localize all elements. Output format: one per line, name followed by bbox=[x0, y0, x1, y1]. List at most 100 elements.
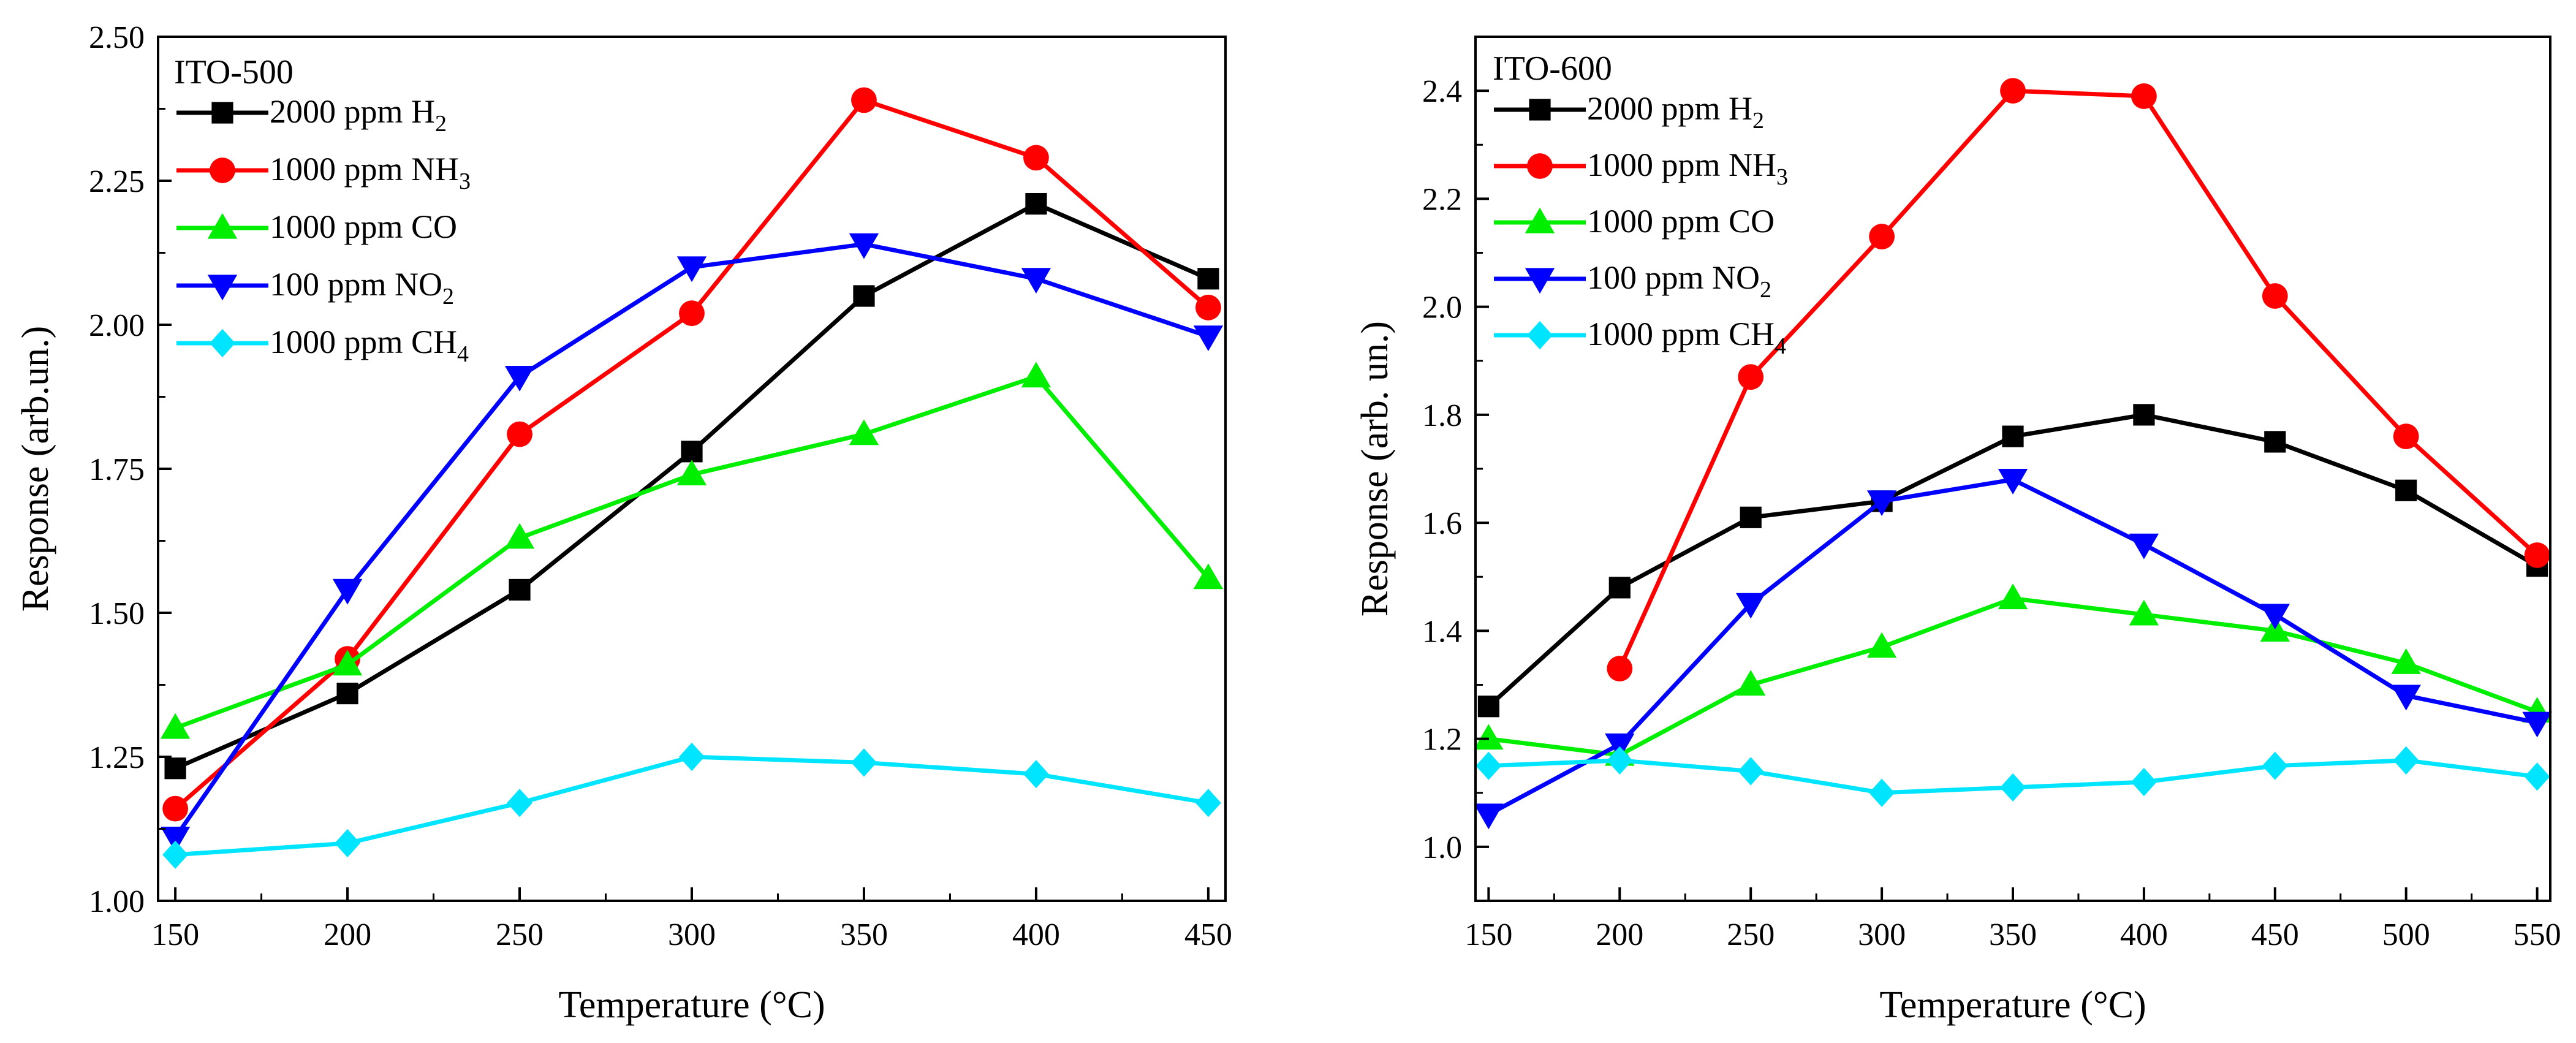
data-point-1000-ppm-ch4-450 bbox=[1195, 789, 1221, 817]
data-point-1000-ppm-nh3-350 bbox=[851, 87, 877, 113]
data-point-100-ppm-no2-500 bbox=[2391, 685, 2421, 711]
data-point-1000-ppm-nh3-550 bbox=[2524, 542, 2550, 568]
data-point-100-ppm-no2-400 bbox=[2129, 533, 2159, 559]
y-tick-label-5: 2.25 bbox=[89, 164, 145, 199]
series-line-2000-ppm-h2 bbox=[1487, 412, 2539, 708]
legend-label-1000-ppm-nh3: 1000 ppm NH3 bbox=[270, 151, 471, 194]
y-tick-label-1: 1.25 bbox=[89, 740, 145, 775]
data-point-1000-ppm-ch4-550 bbox=[2524, 762, 2550, 791]
data-point-2000-ppm-h2-400 bbox=[2133, 404, 2155, 426]
y-axis: 1.00 1.25 1.50 1.75 2.00 2.25 2.50 bbox=[89, 20, 172, 919]
data-point-100-ppm-no2-250 bbox=[504, 366, 535, 392]
series-line-1000-ppm-nh3 bbox=[1618, 88, 2539, 670]
data-point-1000-ppm-ch4-450 bbox=[2262, 751, 2288, 780]
data-point-1000-ppm-nh3-400 bbox=[1023, 145, 1049, 171]
data-point-1000-ppm-ch4-350 bbox=[2000, 773, 2026, 802]
data-point-1000-ppm-co-250 bbox=[1735, 670, 1766, 696]
x-axis: 150 200 250 300 350 400 450 bbox=[151, 887, 1232, 952]
chart-ito-600: 150 200 250 300 350 400 450 500 5501.01.21.41.61… bbox=[1354, 36, 2561, 1026]
data-point-1000-ppm-nh3-350 bbox=[2000, 78, 2026, 104]
data-point-1000-ppm-ch4-150 bbox=[1476, 751, 1502, 780]
legend-label-2000-ppm-h2: 2000 ppm H2 bbox=[270, 93, 447, 137]
x-tick-label-200: 200 bbox=[324, 917, 371, 952]
y-axis-title: Response (arb.un.) bbox=[15, 326, 56, 612]
data-point-2000-ppm-h2-350 bbox=[853, 285, 875, 307]
legend-label-1000-ppm-ch4: 1000 ppm CH4 bbox=[270, 324, 469, 367]
data-point-1000-ppm-co-150 bbox=[160, 713, 191, 739]
legend: 2000 ppm H2 1000 ppm NH3 1000 ppm CO 100 pp… bbox=[176, 93, 471, 367]
series-line-1000-ppm-co bbox=[1488, 596, 2538, 757]
series-group bbox=[1474, 78, 2552, 830]
y-tick-label-0: 1.00 bbox=[89, 884, 145, 919]
data-point-1000-ppm-co-200 bbox=[332, 650, 363, 676]
legend-subscript: 3 bbox=[1776, 164, 1788, 190]
data-point-2000-ppm-h2-250 bbox=[1740, 506, 1762, 528]
x-tick-label-150: 150 bbox=[1464, 917, 1512, 952]
data-point-1000-ppm-co-500 bbox=[2391, 648, 2421, 674]
legend-label-1000-ppm-co: 1000 ppm CO bbox=[270, 208, 457, 245]
data-point-100-ppm-no2-150 bbox=[160, 827, 191, 852]
x-tick-label-200: 200 bbox=[1596, 917, 1643, 952]
data-point-1000-ppm-nh3-450 bbox=[1195, 294, 1221, 320]
data-point-1000-ppm-co-400 bbox=[2129, 599, 2159, 626]
data-point-2000-ppm-h2-200 bbox=[336, 683, 358, 705]
x-tick-label-250: 250 bbox=[1727, 917, 1775, 952]
data-point-1000-ppm-co-300 bbox=[1866, 632, 1897, 658]
legend-subscript: 3 bbox=[459, 169, 471, 194]
data-point-1000-ppm-ch4-400 bbox=[1023, 760, 1049, 789]
series-group bbox=[160, 87, 1224, 869]
data-point-1000-ppm-nh3-200 bbox=[1607, 656, 1633, 681]
data-point-2000-ppm-h2-350 bbox=[2002, 425, 2024, 447]
data-point-100-ppm-no2-450 bbox=[1193, 325, 1224, 351]
data-point-2000-ppm-h2-300 bbox=[681, 441, 703, 463]
legend-marker-100-ppm-no2 bbox=[1525, 268, 1555, 294]
x-tick-label-350: 350 bbox=[840, 917, 888, 952]
data-point-2000-ppm-h2-400 bbox=[1025, 193, 1047, 215]
legend-marker-1000-ppm-co bbox=[1525, 207, 1555, 233]
x-tick-label-450: 450 bbox=[1184, 917, 1232, 952]
data-point-1000-ppm-ch4-250 bbox=[507, 789, 532, 817]
legend-item-100-ppm-no2: 100 ppm NO2 bbox=[176, 266, 454, 309]
data-point-1000-ppm-nh3-500 bbox=[2393, 423, 2419, 450]
data-point-100-ppm-no2-450 bbox=[2260, 604, 2290, 630]
series-2000-ppm-h2 bbox=[1477, 404, 2548, 718]
data-point-1000-ppm-co-250 bbox=[504, 523, 535, 549]
data-point-1000-ppm-co-350 bbox=[1998, 583, 2028, 610]
legend-subscript: 2 bbox=[1752, 108, 1764, 134]
legend-marker-2000-ppm-h2 bbox=[211, 102, 233, 124]
x-tick-label-350: 350 bbox=[1989, 917, 2037, 952]
data-point-100-ppm-no2-250 bbox=[1735, 593, 1766, 619]
legend-subscript: 2 bbox=[442, 284, 454, 309]
x-tick-label-300: 300 bbox=[668, 917, 716, 952]
legend-item-2000-ppm-h2: 2000 ppm H2 bbox=[1494, 90, 1764, 134]
x-tick-label-500: 500 bbox=[2382, 917, 2430, 952]
data-point-100-ppm-no2-350 bbox=[1998, 469, 2028, 495]
legend-item-100-ppm-no2: 100 ppm NO2 bbox=[1494, 259, 1771, 303]
y-tick-label-7: 2.4 bbox=[1422, 74, 1462, 109]
data-point-100-ppm-no2-200 bbox=[332, 578, 363, 605]
data-point-1000-ppm-ch4-200 bbox=[1607, 746, 1633, 775]
data-point-100-ppm-no2-150 bbox=[1474, 803, 1504, 830]
data-point-1000-ppm-ch4-250 bbox=[1738, 757, 1764, 786]
series-1000-ppm-nh3 bbox=[1607, 78, 2550, 681]
y-axis: 1.0 1.2 1.4 1.6 1.8 2.0 2.2 2.4 bbox=[1422, 74, 1489, 865]
data-point-1000-ppm-co-400 bbox=[1021, 362, 1051, 388]
data-point-100-ppm-no2-300 bbox=[1866, 490, 1897, 517]
data-point-2000-ppm-h2-450 bbox=[1197, 268, 1219, 290]
x-tick-label-400: 400 bbox=[1012, 917, 1060, 952]
y-axis-title: Response (arb. un.) bbox=[1354, 321, 1396, 616]
y-tick-label-1: 1.2 bbox=[1422, 723, 1462, 757]
y-tick-label-2: 1.50 bbox=[89, 596, 145, 631]
legend-label-2000-ppm-h2: 2000 ppm H2 bbox=[1587, 90, 1764, 134]
legend-marker-1000-ppm-nh3 bbox=[1527, 153, 1553, 179]
x-axis-title: Temperature (°C) bbox=[558, 984, 825, 1026]
x-tick-label-400: 400 bbox=[2120, 917, 2168, 952]
legend-marker-1000-ppm-nh3 bbox=[210, 157, 235, 183]
legend-subscript: 2 bbox=[1760, 277, 1771, 303]
data-point-1000-ppm-nh3-250 bbox=[1738, 364, 1764, 390]
series-100-ppm-no2 bbox=[1474, 469, 2552, 830]
y-tick-label-6: 2.50 bbox=[89, 20, 145, 55]
legend-item-1000-ppm-ch4: 1000 ppm CH4 bbox=[176, 324, 469, 367]
y-tick-label-0: 1.0 bbox=[1422, 830, 1462, 865]
